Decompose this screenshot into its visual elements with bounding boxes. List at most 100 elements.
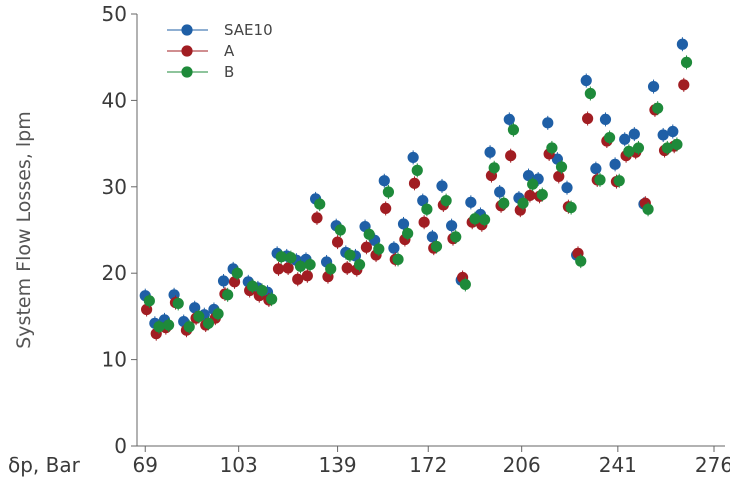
data-point: [642, 203, 654, 215]
data-point: [292, 273, 304, 285]
data-point: [584, 87, 596, 100]
x-tick-labels: 69 103 139 172 206 241 276: [133, 453, 730, 477]
data-point: [331, 236, 344, 248]
data-point: [382, 186, 395, 198]
data-point: [494, 186, 506, 198]
data-point: [498, 197, 510, 209]
data-point: [411, 164, 423, 176]
y-tick-label: 30: [102, 175, 127, 199]
data-point: [285, 252, 297, 264]
data-point: [527, 178, 539, 190]
data-point: [459, 278, 471, 291]
data-point: [613, 175, 625, 187]
data-point: [667, 125, 679, 138]
data-point: [202, 317, 215, 329]
data-point: [325, 263, 337, 275]
data-point: [275, 251, 287, 263]
data-point: [143, 295, 155, 307]
data-point: [408, 177, 421, 189]
y-tick-label: 50: [102, 2, 127, 26]
data-point: [153, 321, 165, 333]
data-point: [304, 258, 316, 271]
data-points: [139, 37, 693, 341]
data-point: [594, 174, 606, 186]
x-tick-label: 69: [133, 453, 158, 477]
data-point: [619, 133, 631, 145]
data-point: [314, 198, 326, 210]
data-point: [344, 249, 356, 261]
data-point: [505, 150, 517, 162]
data-point: [311, 212, 323, 224]
x-tick-label: 139: [318, 453, 356, 477]
data-point: [469, 213, 481, 225]
x-tick-label: 241: [599, 453, 637, 477]
y-tick-label: 0: [114, 434, 127, 458]
data-point: [256, 284, 268, 297]
data-point: [301, 270, 313, 282]
data-point: [246, 280, 259, 292]
data-point: [561, 182, 573, 194]
data-point: [212, 308, 224, 320]
data-point: [517, 197, 529, 209]
data-point: [632, 142, 645, 154]
data-point: [603, 131, 616, 144]
x-tick-label: 103: [220, 453, 258, 477]
data-point: [417, 195, 429, 207]
y-tick-label: 20: [102, 261, 127, 285]
data-point: [436, 180, 448, 192]
data-point: [488, 162, 500, 174]
data-point: [599, 113, 612, 126]
legend: SAE10 AB: [167, 21, 273, 81]
data-point: [373, 243, 385, 255]
axes: [131, 13, 725, 452]
x-axis-label: δp, Bar: [8, 453, 81, 477]
data-point: [217, 275, 230, 287]
data-point: [590, 163, 602, 175]
data-point: [680, 56, 693, 68]
data-point: [334, 224, 346, 236]
legend-marker: [181, 45, 193, 57]
data-point: [671, 138, 683, 151]
data-point: [440, 195, 452, 207]
data-point: [575, 255, 587, 267]
legend-label: A: [224, 42, 235, 60]
data-point: [652, 102, 664, 114]
data-point: [360, 241, 373, 253]
data-point: [609, 158, 621, 170]
data-point: [421, 203, 433, 215]
data-point: [272, 263, 285, 275]
data-point: [392, 253, 404, 265]
data-point: [507, 124, 520, 136]
data-point: [553, 170, 565, 183]
series-b: [143, 55, 693, 334]
x-tick-label: 206: [503, 453, 541, 477]
legend-label: SAE10: [224, 21, 273, 39]
data-point: [536, 188, 548, 201]
data-point: [484, 146, 496, 158]
y-tick-label: 40: [102, 88, 127, 112]
x-tick-label: 276: [695, 453, 730, 477]
data-point: [363, 228, 375, 240]
data-point: [582, 112, 594, 125]
data-point: [402, 227, 414, 240]
data-point: [183, 321, 195, 333]
data-point: [193, 310, 205, 322]
data-point: [628, 128, 640, 140]
data-point: [580, 74, 592, 87]
data-point: [388, 242, 400, 254]
data-point: [450, 231, 462, 243]
data-point: [478, 214, 491, 226]
data-point: [162, 319, 175, 331]
data-point: [426, 231, 438, 243]
data-point: [430, 240, 443, 253]
data-point: [657, 129, 669, 141]
data-point: [623, 145, 635, 157]
data-point: [546, 142, 558, 154]
data-point: [266, 293, 278, 305]
data-point: [678, 79, 690, 91]
data-point: [503, 113, 515, 126]
y-axis-label: System Flow Losses, lpm: [13, 111, 35, 349]
data-point: [418, 216, 430, 228]
data-point: [542, 117, 554, 129]
